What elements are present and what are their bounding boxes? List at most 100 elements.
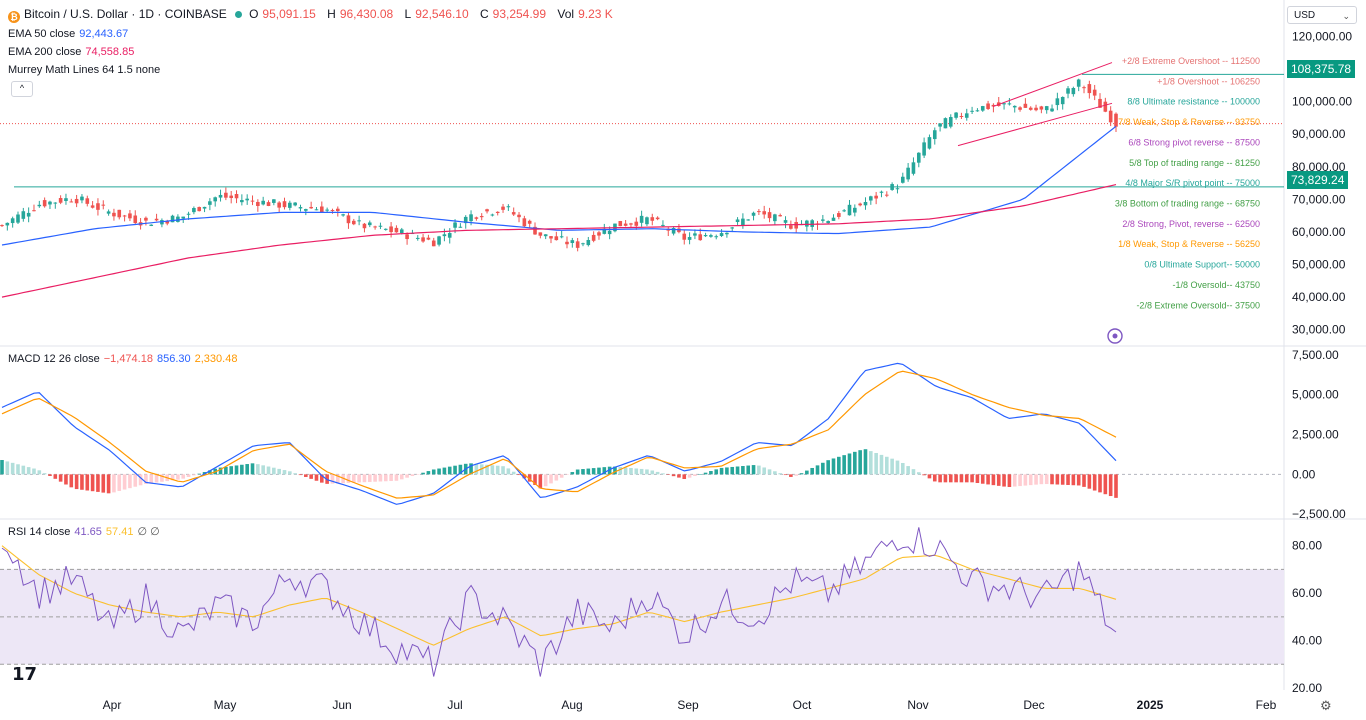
murrey-level-label: +2/8 Extreme Overshoot -- 112500 — [1122, 56, 1260, 66]
ema200-legend[interactable]: EMA 200 close 74,558.85 — [8, 45, 138, 59]
ohlc-value: 93,254.99 — [492, 7, 547, 21]
macd-histogram-bar — [954, 474, 958, 483]
candle-body — [149, 224, 154, 226]
currency-select[interactable]: USD ⌄ — [1287, 6, 1357, 24]
price-axis-tick-label: 100,000.00 — [1292, 95, 1352, 109]
murrey-level-label: 6/8 Strong pivot reverse -- 87500 — [1128, 137, 1260, 147]
macd-histogram-bar — [277, 468, 281, 475]
macd-histogram-bar — [85, 474, 90, 491]
candle-body — [1028, 107, 1033, 110]
macd-histogram-bar — [176, 474, 180, 480]
macd-histogram-bar — [474, 463, 479, 475]
candle-body — [218, 194, 223, 198]
candle-body — [964, 113, 969, 118]
rsi-legend[interactable]: RSI 14 close 41.65 57.41 ∅ ∅ — [8, 525, 164, 539]
candle-body — [778, 215, 783, 217]
rsi-value: 41.65 — [74, 526, 102, 538]
macd-histogram-bar — [437, 468, 441, 475]
macd-histogram-bar — [762, 467, 767, 475]
candle-body — [165, 221, 170, 224]
candle-body — [645, 217, 649, 225]
candle-body — [591, 234, 596, 241]
murrey-legend[interactable]: Murrey Math Lines 64 1.5 none — [8, 63, 164, 77]
macd-histogram-bar — [757, 465, 761, 475]
ohlc-value: 95,091.15 — [262, 7, 316, 21]
macd-histogram-bar — [948, 474, 953, 483]
macd-histogram-bar — [1103, 474, 1108, 495]
signal-line — [1, 370, 1117, 499]
time-axis-tick-label: Jun — [332, 698, 351, 712]
tradingview-logo-icon[interactable]: 17 — [12, 664, 38, 685]
macd-histogram-bar — [53, 474, 58, 479]
macd-histogram-bar — [970, 474, 974, 483]
murrey-level-label: +1/8 Overshoot -- 106250 — [1157, 76, 1260, 86]
price-pane[interactable]: +2/8 Extreme Overshoot -- 112500 +1/8 Ove… — [0, 56, 1284, 310]
rsi-axis-tick-label: 20.00 — [1292, 681, 1322, 695]
macd-histogram-bar — [16, 464, 20, 475]
indicator-label: Murrey Math Lines 64 1.5 none — [8, 64, 161, 76]
macd-histogram-bar — [208, 470, 212, 475]
candle-body — [559, 236, 564, 238]
candle-body — [314, 209, 319, 211]
macd-histogram-bar — [229, 466, 233, 475]
macd-axis-tick-label: 2,500.00 — [1292, 428, 1339, 442]
candle-body — [767, 212, 772, 219]
candle-body — [522, 218, 527, 227]
macd-histogram-bar — [421, 472, 425, 475]
candle-body — [474, 217, 479, 219]
candle-body — [90, 205, 95, 208]
macd-histogram-bar — [885, 456, 889, 475]
candle-body — [426, 237, 431, 240]
candle-body — [741, 218, 745, 226]
macd-histogram-bar — [309, 474, 313, 479]
macd-legend[interactable]: MACD 12 26 close −1,474.18 856.30 2,330.48 — [8, 352, 241, 366]
macd-histogram-bar — [490, 465, 495, 475]
macd-histogram-bar — [815, 465, 820, 475]
macd-histogram-bar — [858, 450, 862, 475]
macd-histogram-bar — [922, 474, 926, 476]
macd-histogram-bar — [1055, 474, 1060, 485]
macd-histogram-bar — [613, 466, 617, 475]
macd-histogram-bar — [618, 467, 623, 475]
indicator-value: 92,443.67 — [79, 28, 129, 40]
rsi-pane[interactable] — [0, 527, 1284, 677]
macd-histogram-bar — [42, 473, 47, 475]
collapse-legend-button[interactable]: ^ — [11, 81, 33, 97]
macd-histogram-bar — [863, 449, 868, 475]
gear-icon[interactable]: ⚙ — [1320, 698, 1332, 713]
macd-histogram-bar — [133, 474, 138, 487]
candle-body — [885, 194, 889, 196]
candle-body — [629, 223, 633, 225]
alert-icon[interactable] — [1107, 328, 1123, 344]
rsi-band — [0, 569, 1284, 665]
candle-body — [943, 118, 948, 129]
candle-body — [805, 220, 809, 227]
ema50-legend[interactable]: EMA 50 close 92,443.67 — [8, 27, 132, 41]
candle-body — [751, 212, 756, 216]
macd-histogram-bar — [5, 461, 10, 475]
macd-histogram-bar — [581, 469, 585, 475]
macd-histogram-bar — [245, 464, 249, 475]
macd-pane[interactable] — [0, 362, 1284, 505]
macd-histogram-bar — [48, 474, 52, 476]
macd-histogram-bar — [511, 471, 516, 475]
macd-histogram-bar — [890, 458, 894, 475]
macd-histogram-bar — [117, 474, 122, 491]
macd-histogram-bar — [671, 474, 676, 477]
macd-histogram-bar — [1044, 474, 1049, 485]
candle-body — [1018, 107, 1022, 110]
candle-body — [954, 112, 958, 118]
candle-body — [575, 241, 580, 248]
ohlc-key: Vol — [557, 7, 575, 21]
candle-body — [298, 207, 303, 209]
macd-histogram-bar — [1076, 474, 1081, 486]
candle-body — [5, 222, 10, 226]
macd-line — [1, 362, 1117, 505]
macd-histogram-bar — [980, 474, 985, 484]
macd-histogram-bar — [74, 474, 79, 490]
candle-body — [405, 234, 409, 240]
candle-body — [85, 198, 90, 204]
symbol-legend[interactable]: ₿ Bitcoin / U.S. Dollar · 1D · COINBASE O… — [8, 7, 621, 23]
candle-body — [202, 206, 207, 209]
